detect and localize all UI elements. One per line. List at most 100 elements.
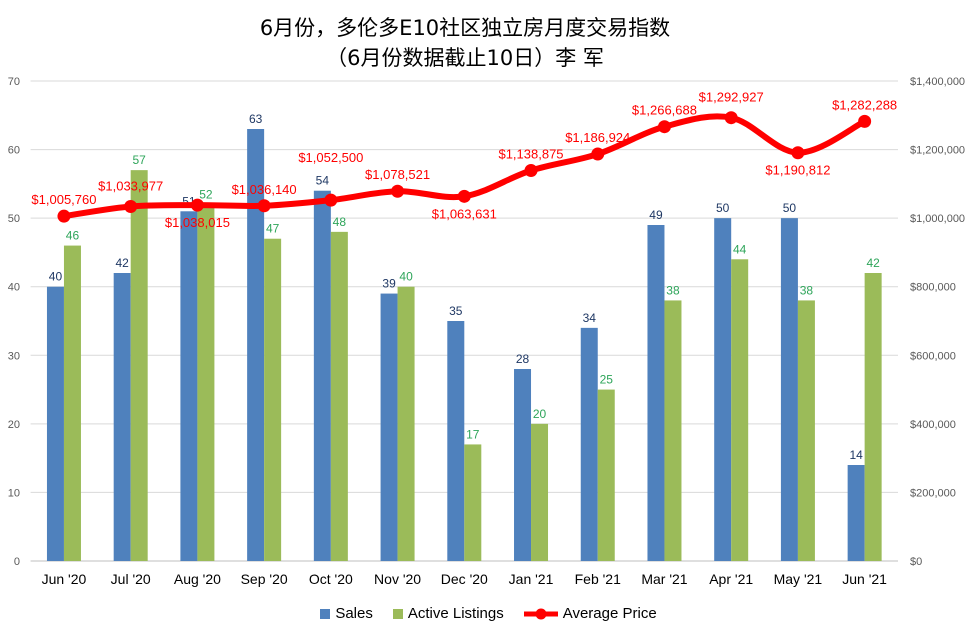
right-tick-label: $200,000 xyxy=(910,487,956,499)
legend-label: Sales xyxy=(335,605,373,622)
x-tick-label: Jul '20 xyxy=(111,571,151,587)
average-price-marker xyxy=(124,199,138,213)
legend: Sales Active Listings Average Price xyxy=(0,605,977,622)
active-listings-bar xyxy=(464,444,482,561)
active-listings-bar xyxy=(731,259,749,561)
left-tick-label: 20 xyxy=(8,419,20,431)
average-price-marker xyxy=(858,114,872,128)
active-listings-data-label: 25 xyxy=(600,373,614,387)
left-tick-label: 10 xyxy=(8,487,20,499)
sales-data-label: 39 xyxy=(382,277,396,291)
legend-item-sales: Sales xyxy=(320,605,373,622)
average-price-data-label: $1,036,140 xyxy=(232,182,297,197)
x-tick-label: Mar '21 xyxy=(641,571,687,587)
left-tick-label: 70 xyxy=(8,76,20,88)
sales-bar xyxy=(313,190,331,561)
legend-label: Average Price xyxy=(562,605,657,622)
active-listings-bar xyxy=(864,273,882,561)
active-listings-bar xyxy=(130,170,148,561)
active-listings-data-label: 40 xyxy=(399,270,413,284)
average-price-marker xyxy=(391,184,405,198)
sales-data-label: 14 xyxy=(849,448,863,462)
sales-data-label: 54 xyxy=(316,174,330,188)
average-price-marker xyxy=(257,199,271,213)
active-listings-bar xyxy=(597,389,615,561)
right-tick-label: $1,200,000 xyxy=(910,145,965,157)
right-tick-label: $800,000 xyxy=(910,282,956,294)
active-listings-data-label: 47 xyxy=(266,222,280,236)
average-price-marker xyxy=(324,193,338,207)
active-listings-bar xyxy=(664,300,682,561)
average-price-marker xyxy=(190,198,204,212)
active-listings-bar xyxy=(264,238,282,561)
sales-data-label: 28 xyxy=(516,352,530,366)
x-tick-label: Jun '20 xyxy=(42,571,87,587)
average-price-marker xyxy=(657,120,671,134)
sales-data-label: 50 xyxy=(716,201,730,215)
legend-item-active-listings: Active Listings xyxy=(392,605,504,622)
average-price-data-label: $1,190,812 xyxy=(765,163,830,178)
active-listings-bar xyxy=(63,245,81,562)
average-price-data-label: $1,138,875 xyxy=(498,147,563,162)
left-tick-label: 40 xyxy=(8,282,20,294)
legend-label: Active Listings xyxy=(407,605,504,622)
left-tick-label: 30 xyxy=(8,350,20,362)
x-tick-label: Oct '20 xyxy=(309,571,353,587)
active-listings-data-label: 46 xyxy=(66,229,80,243)
chart-title-line2: （6月份数据截止10日）李 军 xyxy=(326,46,604,70)
active-listings-data-label: 38 xyxy=(666,283,680,297)
legend-item-average-price: Average Price xyxy=(523,605,657,622)
average-price-marker xyxy=(524,164,538,178)
left-tick-label: 0 xyxy=(14,556,20,568)
active-listings-data-label: 42 xyxy=(866,256,880,270)
sales-data-label: 42 xyxy=(116,256,130,270)
x-tick-label: Jun '21 xyxy=(842,571,887,587)
active-listings-bar xyxy=(197,204,215,561)
sales-data-label: 49 xyxy=(649,208,663,222)
average-price-data-label: $1,063,631 xyxy=(432,206,497,221)
legend-swatch-sales xyxy=(320,608,331,619)
legend-swatch-active xyxy=(392,608,403,619)
x-tick-label: May '21 xyxy=(774,571,823,587)
active-listings-data-label: 52 xyxy=(199,187,213,201)
legend-swatch-price xyxy=(523,608,558,619)
average-price-marker xyxy=(724,111,738,125)
average-price-marker xyxy=(591,147,605,161)
x-tick-label: Apr '21 xyxy=(709,571,753,587)
sales-bar xyxy=(113,273,131,561)
chart-title-line1: 6月份，多伦多E10社区独立房月度交易指数 xyxy=(259,16,671,40)
x-tick-label: Sep '20 xyxy=(241,571,288,587)
sales-data-label: 35 xyxy=(449,304,463,318)
right-tick-label: $1,400,000 xyxy=(910,76,965,88)
sales-bar xyxy=(247,129,265,561)
average-price-data-label: $1,282,288 xyxy=(832,97,897,112)
sales-bar xyxy=(714,218,732,561)
active-listings-bar xyxy=(797,300,815,561)
right-tick-label: $400,000 xyxy=(910,419,956,431)
active-listings-bar xyxy=(531,423,549,561)
active-listings-data-label: 20 xyxy=(533,407,547,421)
average-price-data-label: $1,078,521 xyxy=(365,167,430,182)
average-price-data-label: $1,266,688 xyxy=(632,103,697,118)
right-tick-label: $600,000 xyxy=(910,350,956,362)
average-price-marker xyxy=(457,189,471,203)
x-tick-label: Dec '20 xyxy=(441,571,488,587)
sales-bar xyxy=(847,465,865,561)
average-price-marker xyxy=(57,209,71,223)
sales-data-label: 63 xyxy=(249,112,263,126)
left-tick-label: 50 xyxy=(8,213,20,225)
average-price-data-label: $1,186,924 xyxy=(565,130,630,145)
left-tick-label: 60 xyxy=(8,145,20,157)
x-tick-label: Nov '20 xyxy=(374,571,421,587)
sales-bar xyxy=(447,321,465,561)
right-tick-label: $0 xyxy=(910,556,922,568)
active-listings-data-label: 38 xyxy=(800,283,814,297)
sales-bar xyxy=(180,211,198,562)
active-listings-bar xyxy=(397,286,415,561)
sales-data-label: 40 xyxy=(49,270,63,284)
x-tick-label: Jan '21 xyxy=(509,571,554,587)
sales-data-label: 50 xyxy=(783,201,797,215)
active-listings-data-label: 17 xyxy=(466,427,480,441)
